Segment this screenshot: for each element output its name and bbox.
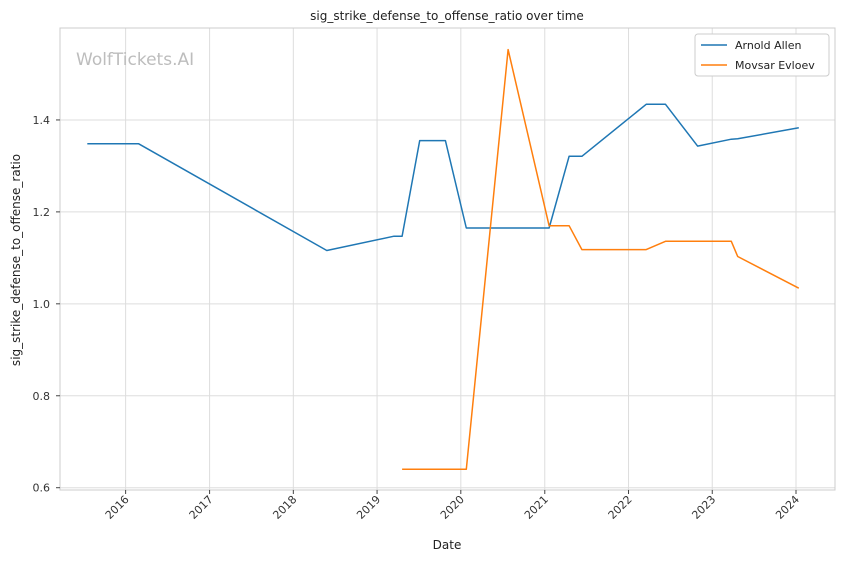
series-layer	[87, 48, 800, 471]
watermark: WolfTickets.AI	[76, 50, 194, 70]
x-tick-label: 2022	[606, 493, 635, 522]
x-axis: 2016 2017 2018 2019 2020 2021 2022 2023 2024	[103, 490, 802, 522]
series-line-arnold-allen	[87, 103, 799, 252]
y-tick-label: 1.0	[33, 298, 51, 311]
y-tick-label: 0.8	[33, 390, 51, 403]
grid-lines	[60, 28, 835, 490]
x-tick-label: 2018	[270, 493, 299, 522]
y-axis-title: sig_strike_defense_to_offense_ratio	[9, 154, 23, 366]
x-tick-label: 2019	[354, 493, 383, 522]
chart-title: sig_strike_defense_to_offense_ratio over…	[310, 9, 584, 23]
y-tick-label: 1.4	[33, 114, 51, 127]
legend-label-arnold-allen: Arnold Allen	[735, 39, 801, 52]
x-axis-title: Date	[433, 538, 462, 552]
x-tick-label: 2016	[103, 493, 132, 522]
x-tick-label: 2023	[689, 493, 718, 522]
legend-box	[694, 33, 830, 77]
plot-frame	[59, 27, 836, 491]
y-tick-label: 1.2	[33, 206, 51, 219]
y-axis: 0.6 0.8 1.0 1.2 1.4	[33, 114, 60, 495]
x-tick-label: 2021	[522, 493, 551, 522]
x-tick-label: 2020	[438, 493, 467, 522]
series-line-movsar-evloev	[402, 48, 800, 471]
x-tick-label: 2017	[187, 493, 216, 522]
legend-label-movsar-evloev: Movsar Evloev	[735, 59, 815, 72]
legend: Arnold Allen Movsar Evloev	[694, 33, 830, 77]
y-tick-label: 0.6	[33, 482, 51, 495]
x-tick-label: 2024	[773, 493, 802, 522]
